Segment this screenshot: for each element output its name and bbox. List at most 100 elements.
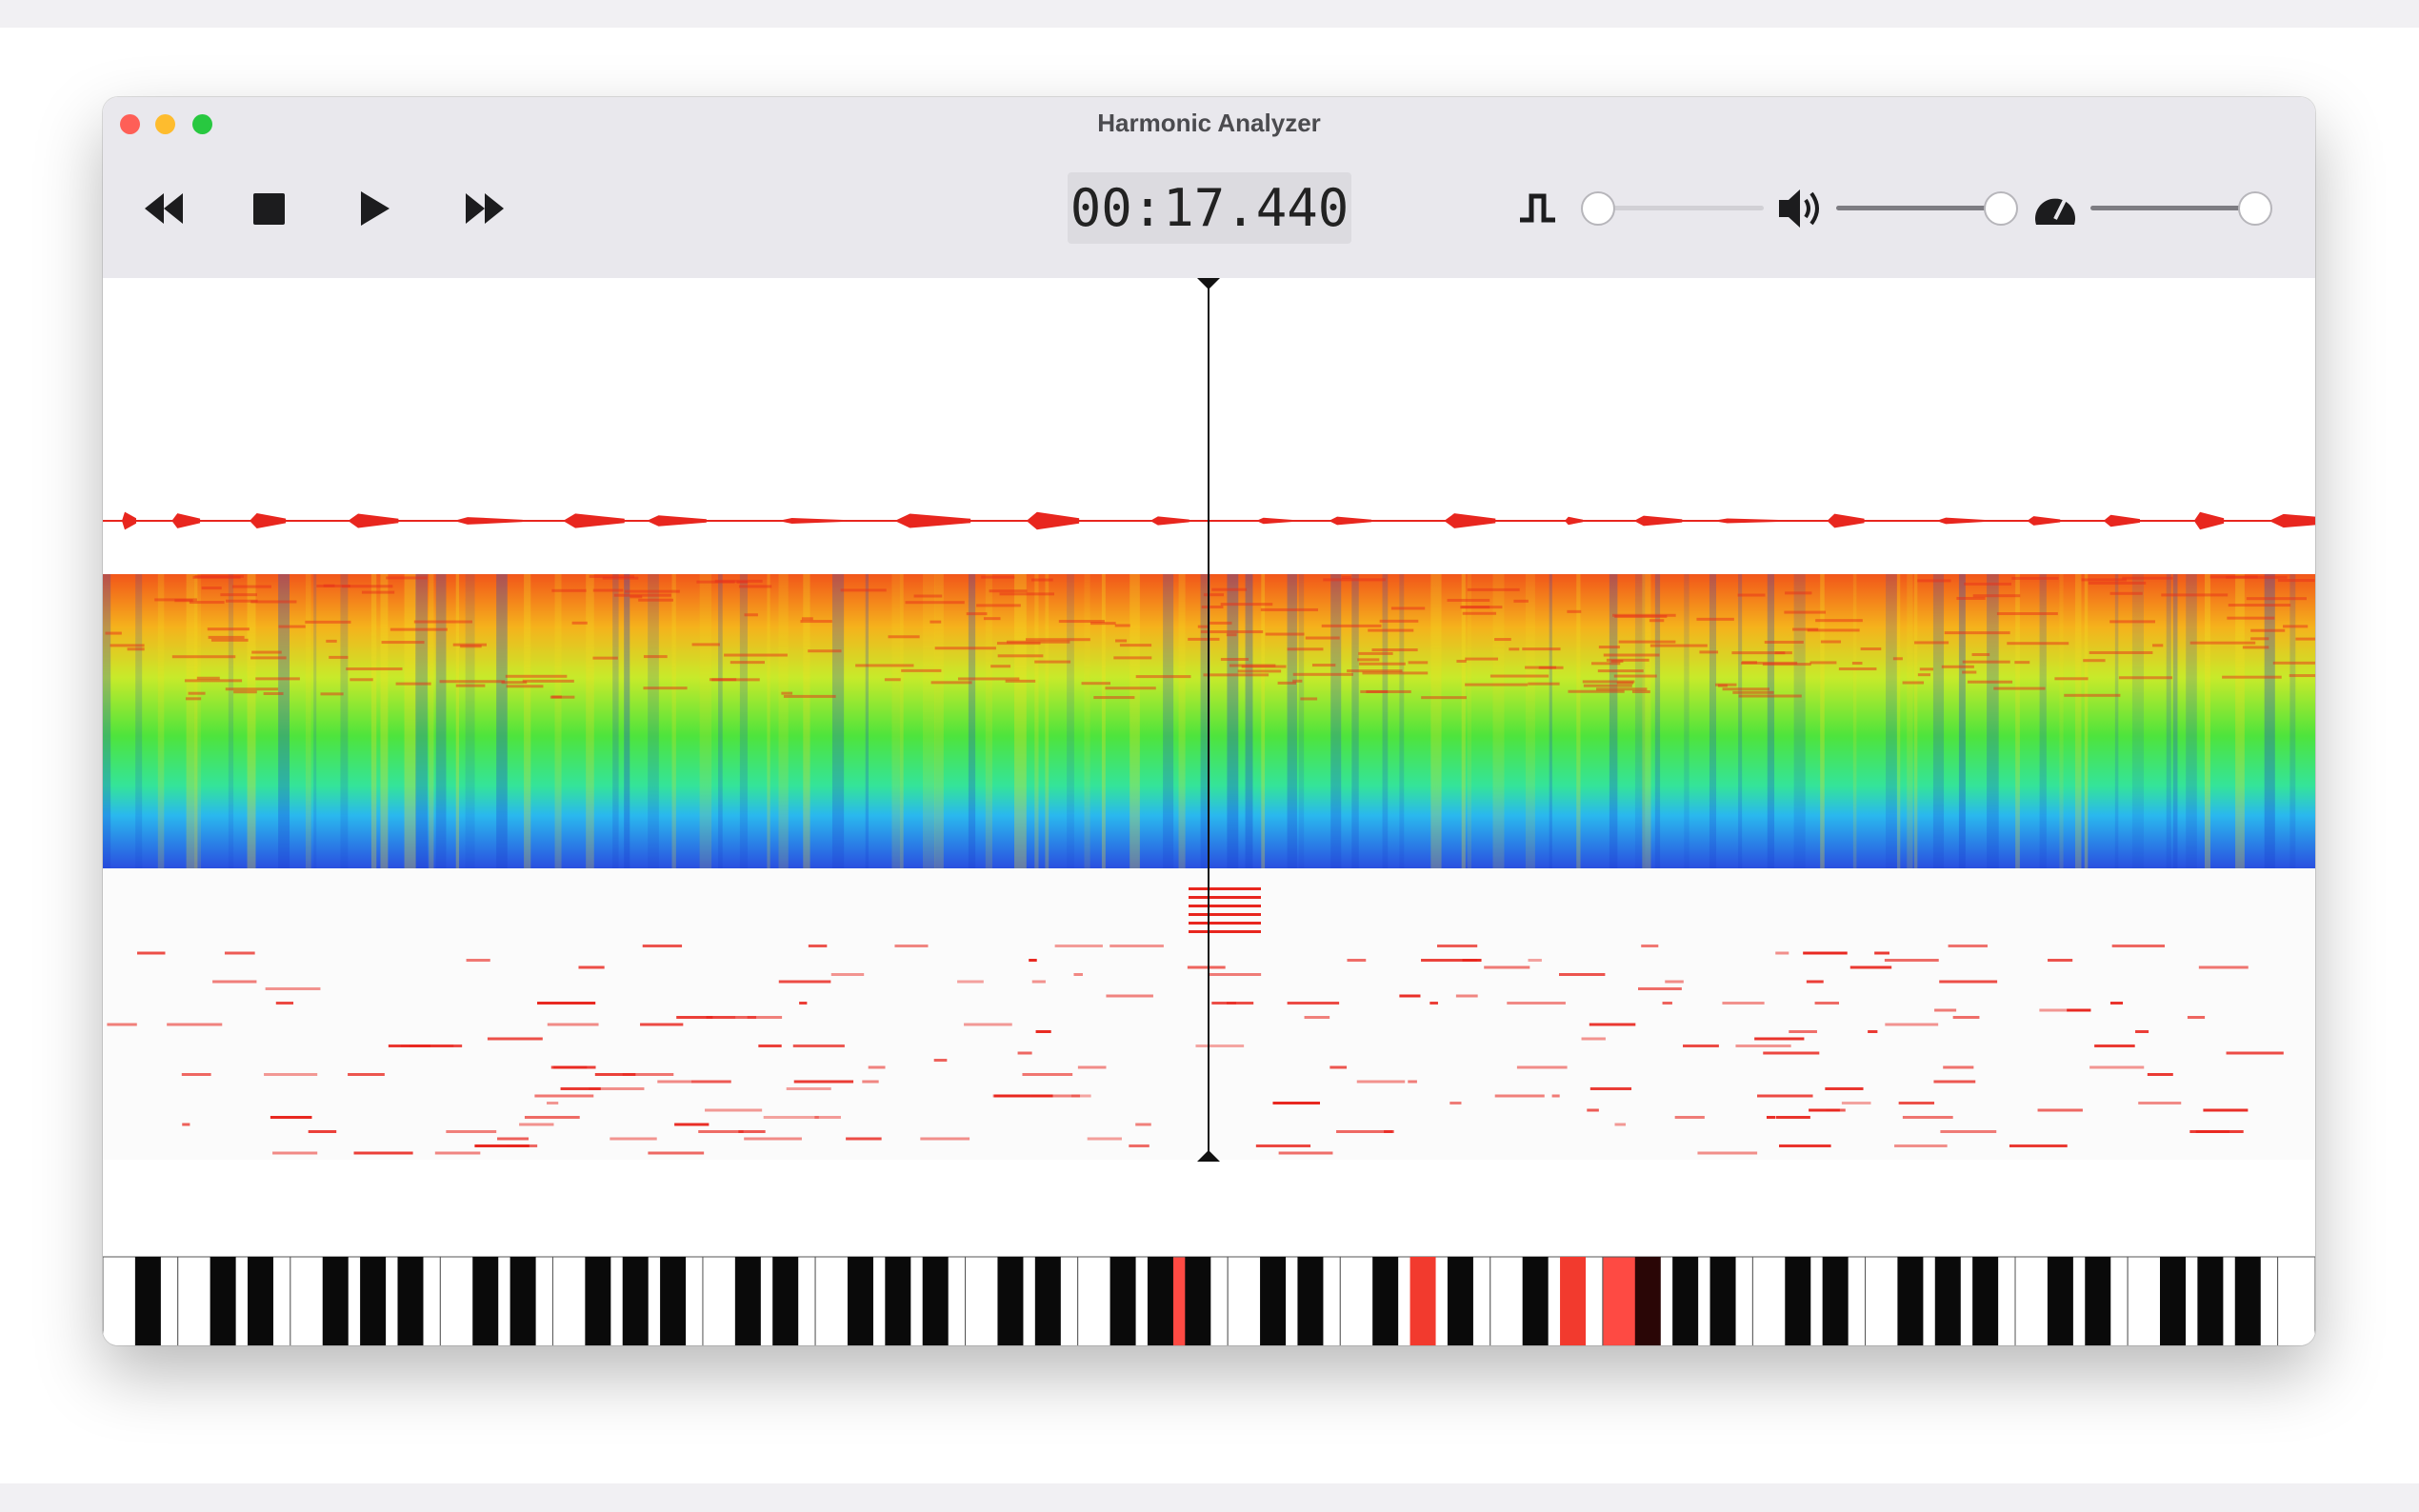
spectrogram-band [1379,619,1419,623]
note [578,965,605,969]
spectrogram-band [1260,607,1318,611]
note [1516,1065,1568,1069]
close-button[interactable] [120,114,140,134]
note [1408,1080,1417,1084]
spectrogram-band [1203,593,1225,597]
note [1735,1044,1791,1047]
spectrogram-band [2089,650,2153,654]
spectrogram-column [2186,574,2197,868]
spectrogram-band [1785,591,1812,595]
spectrogram-band [976,604,1021,607]
black-key [734,1257,761,1345]
fast-forward-button[interactable] [466,193,504,224]
spectrogram-band [2227,616,2275,620]
spectrogram-column [985,574,992,868]
note [705,1108,763,1112]
black-key [1409,1257,1436,1345]
spectrogram-column [767,574,770,868]
note [265,987,321,990]
note [1073,973,1083,976]
note [1665,980,1684,984]
note [388,1044,431,1047]
spectrogram-band [1583,684,1632,687]
note [2067,1008,2091,1012]
volume-slider[interactable] [1836,191,2018,226]
note [763,1116,819,1119]
zoom-button[interactable] [192,114,212,134]
spectrogram-band [2161,593,2229,597]
note [2089,1065,2145,1069]
note [1589,1087,1632,1090]
spectrogram-band [2152,644,2164,647]
note [264,1073,318,1076]
play-button[interactable] [361,191,390,226]
spectrogram-band [110,644,145,647]
spectrogram-band [1200,630,1264,634]
note [1809,1108,1840,1112]
waveform-burst [2193,511,2225,530]
spectrogram-band [320,692,344,696]
note [933,1059,948,1062]
note [594,1073,636,1076]
spectrogram-band [278,625,306,628]
analysis-view [103,278,2315,1345]
spectrogram-band [613,593,671,597]
note [706,1016,736,1019]
spectrogram-band [1612,613,1676,617]
black-key [510,1257,536,1345]
black-key [2085,1257,2111,1345]
spectrogram-band [413,620,472,624]
note [1948,945,1988,947]
spectrogram-band [1568,689,1625,693]
waveform-burst [1564,516,1584,526]
note [1589,1023,1636,1026]
spectrogram-column [612,574,619,868]
note [738,1130,766,1133]
spectrogram-band [1941,665,1974,668]
spectrogram-band [989,589,1028,593]
spectrogram-column [1330,574,1342,868]
spectrogram-band [2122,576,2173,580]
note [1789,1030,1817,1033]
spectrogram-column [1034,574,1039,868]
spectrogram-column [624,574,630,868]
note [1077,1065,1107,1069]
spectrogram-band [589,574,635,578]
spectrogram-band [1390,607,1426,610]
spectrogram-column [228,574,234,868]
spectrogram-column [1709,574,1717,868]
note [1674,1116,1705,1119]
note [1814,1002,1840,1005]
black-key [622,1257,649,1345]
waveform-burst [646,515,707,527]
spectrogram-band [1006,640,1070,644]
slider-track[interactable] [1581,191,1764,226]
spectrogram-band [1917,673,1931,677]
spectrogram-column [899,574,904,868]
spectrogram-band [1090,622,1116,626]
spectrogram-column [1399,574,1405,868]
spectrogram-band [1567,609,1582,613]
spectrogram-band [1287,647,1324,651]
speed-slider[interactable] [2090,191,2272,226]
note [1437,945,1478,947]
spectrogram-band [2283,625,2309,628]
spectrogram-band [1197,625,1210,628]
spectrogram-band [226,599,258,603]
spectrogram-band [1366,689,1411,693]
note [1934,1008,1957,1012]
spectrogram-band [1596,687,1648,691]
minimize-button[interactable] [155,114,175,134]
spectrogram-band [251,650,282,654]
note [1952,1016,1980,1019]
rewind-button[interactable] [145,193,183,224]
spectrogram-band [696,580,735,584]
spectrogram-band [1892,657,1903,661]
spectrogram-band [1838,667,1877,671]
spectrogram-band [691,643,720,647]
note [547,1023,599,1026]
stop-button[interactable] [253,193,285,225]
note [698,1130,744,1133]
waveform-burst [1329,516,1372,526]
note [1336,1130,1394,1133]
